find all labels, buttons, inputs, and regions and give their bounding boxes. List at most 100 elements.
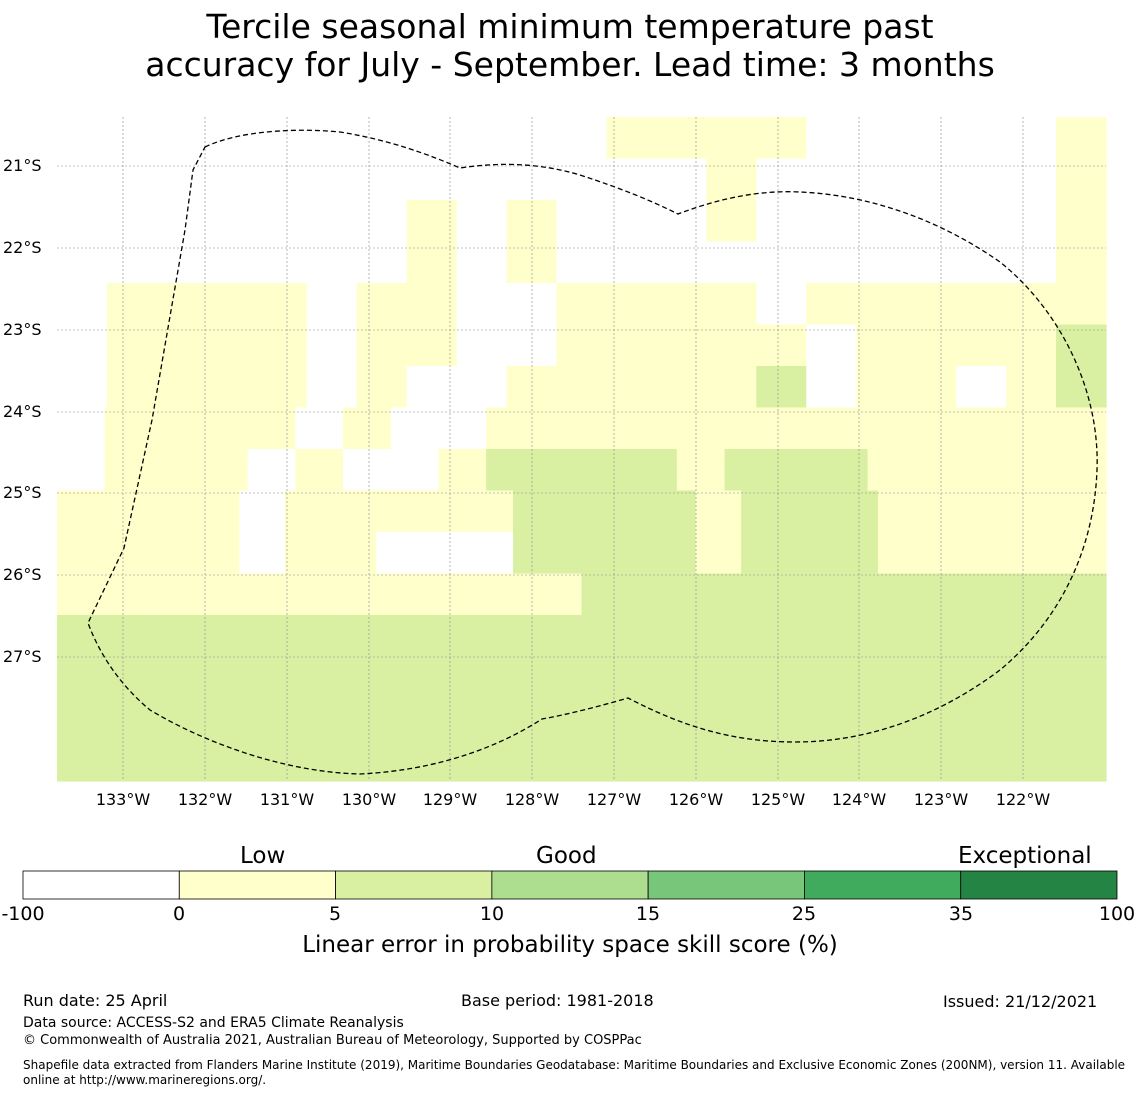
skill-cell bbox=[1014, 532, 1061, 575]
skill-cell bbox=[421, 490, 469, 533]
skill-cell bbox=[57, 366, 108, 409]
skill-cell bbox=[756, 241, 807, 284]
skill-cell bbox=[57, 117, 108, 160]
skill-cell bbox=[956, 324, 1007, 367]
skill-cell bbox=[285, 532, 332, 575]
skill-cell bbox=[923, 532, 970, 575]
skill-cell bbox=[206, 324, 258, 367]
skill-cell bbox=[656, 366, 707, 409]
skill-cell bbox=[1058, 449, 1107, 492]
skill-cell bbox=[467, 532, 514, 575]
skill-cell bbox=[806, 158, 857, 201]
skill-cell bbox=[772, 698, 821, 741]
skill-cell bbox=[832, 532, 879, 575]
skill-cell bbox=[706, 366, 757, 409]
skill-cell bbox=[1056, 117, 1107, 160]
skill-cell bbox=[556, 366, 608, 409]
skill-cell bbox=[256, 117, 308, 160]
skill-cell bbox=[956, 283, 1007, 326]
skill-cell bbox=[956, 117, 1007, 160]
skill-cell bbox=[206, 241, 258, 284]
skill-cell bbox=[343, 407, 392, 450]
skill-cell bbox=[390, 739, 440, 782]
longitude-label: 128°W bbox=[505, 790, 560, 809]
skill-cell bbox=[581, 573, 630, 616]
skill-cell bbox=[152, 573, 201, 616]
skill-cell bbox=[1010, 615, 1059, 658]
skill-cell bbox=[581, 739, 630, 782]
colorbar bbox=[22, 870, 1118, 900]
skill-cell bbox=[306, 366, 358, 409]
skill-cell bbox=[1058, 407, 1107, 450]
skill-cell bbox=[200, 573, 249, 616]
skill-cell bbox=[102, 490, 149, 533]
skill-cell bbox=[772, 573, 821, 616]
skill-cell bbox=[756, 324, 807, 367]
skill-cell bbox=[867, 615, 916, 658]
skill-cell bbox=[104, 449, 153, 492]
skill-cell bbox=[285, 490, 332, 533]
skill-cell bbox=[724, 407, 773, 450]
skill-cell bbox=[356, 324, 408, 367]
skill-cell bbox=[1056, 324, 1107, 367]
skill-cell bbox=[376, 490, 423, 533]
skill-cell bbox=[295, 656, 344, 699]
skill-cell bbox=[152, 739, 201, 782]
skill-cell bbox=[486, 573, 535, 616]
colorbar-tick: -100 bbox=[1, 903, 45, 925]
skill-cell bbox=[295, 407, 344, 450]
skill-cell bbox=[356, 366, 408, 409]
colorbar-segment bbox=[178, 870, 336, 900]
skill-cell bbox=[106, 366, 158, 409]
skill-cell bbox=[104, 573, 153, 616]
skill-cell bbox=[606, 366, 658, 409]
skill-cell bbox=[406, 366, 458, 409]
longitude-label: 123°W bbox=[914, 790, 969, 809]
skill-cell bbox=[247, 449, 297, 492]
issued-date: Issued: 21/12/2021 bbox=[943, 992, 1098, 1011]
skill-cell bbox=[247, 656, 297, 699]
skill-cell bbox=[867, 656, 916, 699]
skill-cell bbox=[306, 117, 358, 160]
skill-cell bbox=[604, 532, 651, 575]
skill-cell bbox=[676, 615, 726, 658]
skill-cell bbox=[741, 490, 788, 533]
skill-cell bbox=[956, 241, 1007, 284]
skill-cell bbox=[756, 158, 807, 201]
skill-cell bbox=[152, 407, 201, 450]
skill-cell bbox=[156, 117, 208, 160]
skill-cell bbox=[256, 366, 308, 409]
skill-cell bbox=[819, 573, 869, 616]
skill-cell bbox=[57, 200, 108, 243]
skill-cell bbox=[106, 158, 158, 201]
longitude-label: 131°W bbox=[260, 790, 315, 809]
skill-cell bbox=[1006, 117, 1057, 160]
skill-cell bbox=[695, 490, 742, 533]
skill-cell bbox=[706, 283, 757, 326]
colorbar-tick: 5 bbox=[328, 903, 342, 925]
skill-cell bbox=[200, 407, 249, 450]
skill-cell bbox=[923, 490, 970, 533]
longitude-labels: 133°W 132°W 131°W 130°W 129°W 128°W 127°W 126°W… bbox=[96, 790, 1051, 809]
skill-cell bbox=[556, 200, 608, 243]
skill-cell bbox=[819, 407, 869, 450]
skill-cell bbox=[206, 158, 258, 201]
longitude-label: 130°W bbox=[342, 790, 397, 809]
skill-cell bbox=[330, 532, 377, 575]
skill-cell bbox=[962, 573, 1012, 616]
longitude-label: 126°W bbox=[669, 790, 724, 809]
skill-cell bbox=[356, 117, 408, 160]
skill-cell bbox=[962, 449, 1012, 492]
skill-cell bbox=[1056, 200, 1107, 243]
skill-cell bbox=[156, 158, 208, 201]
skill-cell bbox=[390, 573, 440, 616]
skill-cell bbox=[206, 200, 258, 243]
skill-cell bbox=[906, 158, 957, 201]
skill-cell bbox=[330, 490, 377, 533]
skill-cell bbox=[956, 158, 1007, 201]
latitude-label: 27°S bbox=[3, 647, 42, 666]
skill-cell bbox=[57, 532, 104, 575]
skill-cell bbox=[239, 490, 286, 533]
skill-cell bbox=[200, 698, 249, 741]
skill-cell bbox=[343, 615, 392, 658]
